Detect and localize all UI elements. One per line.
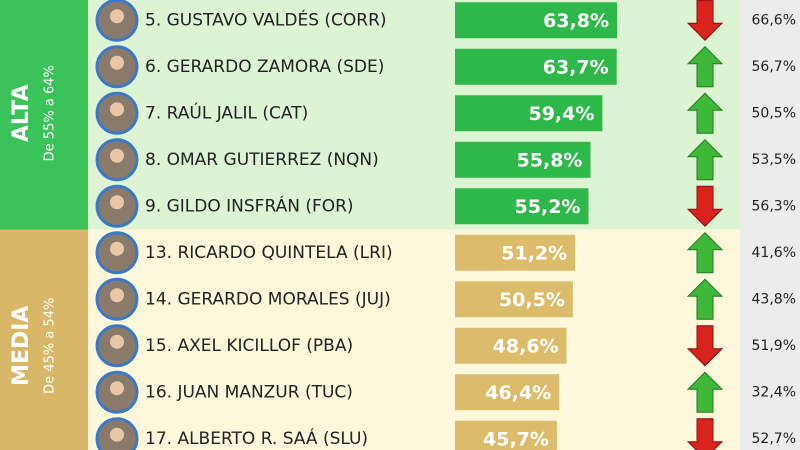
previous-value: 66,6% [752,12,796,28]
avatar-head [110,55,124,70]
previous-value: 56,7% [752,59,796,75]
trend-down-arrow [686,0,724,41]
bar [455,95,603,132]
previous-value: 53,5% [752,152,796,168]
value-label: 45,7% [483,428,549,450]
trend-up-arrow [686,371,724,413]
trend-up-arrow [686,46,724,88]
trend-down-arrow [686,185,724,227]
bar [455,48,617,85]
avatar-head [110,102,124,117]
bar [455,2,618,39]
value-label: 46,4% [485,382,551,404]
previous-value: 51,9% [752,338,796,354]
bar [455,420,557,450]
bar [455,141,591,178]
value-label: 51,2% [501,242,567,264]
group-subtitle: De 45% a 54% [43,298,58,394]
value-label: 59,4% [528,103,594,125]
value-label: 50,5% [499,289,565,311]
trend-down-arrow [686,418,724,450]
candidate-name: 16. JUAN MANZUR (TUC) [145,382,353,402]
previous-value: 32,4% [752,384,796,400]
group-row-background [88,229,740,450]
avatar-head [110,381,124,396]
bar [455,234,576,271]
group-label: ALTA [9,84,34,142]
candidate-name: 13. RICARDO QUINTELA (LRI) [145,243,393,263]
candidate-name: 17. ALBERTO R. SAÁ (SLU) [145,427,368,449]
previous-value: 43,8% [752,291,796,307]
trend-up-arrow [686,232,724,274]
trend-up-arrow [686,278,724,320]
previous-column [740,0,800,450]
group-band [0,229,88,450]
previous-value: 52,7% [752,431,796,447]
value-label: 55,8% [517,149,583,171]
previous-value: 50,5% [752,105,796,121]
previous-value: 41,6% [752,245,796,261]
avatar-head [110,427,124,442]
candidate-name: 14. GERARDO MORALES (JUJ) [145,289,391,309]
bar [455,281,573,318]
candidate-name: 6. GERARDO ZAMORA (SDE) [145,57,384,77]
avatar-head [110,195,124,210]
value-label: 63,7% [543,56,609,78]
bar [455,374,560,411]
candidate-name: 8. OMAR GUTIERREZ (NQN) [145,150,379,170]
group-subtitle: De 55% a 64% [43,65,58,161]
candidate-name: 7. RAÚL JALIL (CAT) [145,101,308,123]
avatar-head [110,9,124,24]
candidate-name: 9. GILDO INSFRÁN (FOR) [145,194,354,216]
avatar-head [110,334,124,349]
avatar-head [110,241,124,256]
trend-down-arrow [686,325,724,367]
group-row-background [88,0,740,230]
group-label: MEDIA [9,306,34,386]
bar [455,188,589,225]
trend-up-arrow [686,139,724,181]
avatar-head [110,148,124,163]
previous-value: 56,3% [752,198,796,214]
bar [455,327,567,364]
trend-up-arrow [686,92,724,134]
group-band [0,0,88,230]
value-label: 55,2% [515,196,581,218]
value-label: 48,6% [493,335,559,357]
value-label: 63,8% [543,10,609,32]
candidate-name: 5. GUSTAVO VALDÉS (CORR) [145,8,387,30]
avatar-head [110,288,124,303]
candidate-name: 15. AXEL KICILLOF (PBA) [145,336,353,356]
